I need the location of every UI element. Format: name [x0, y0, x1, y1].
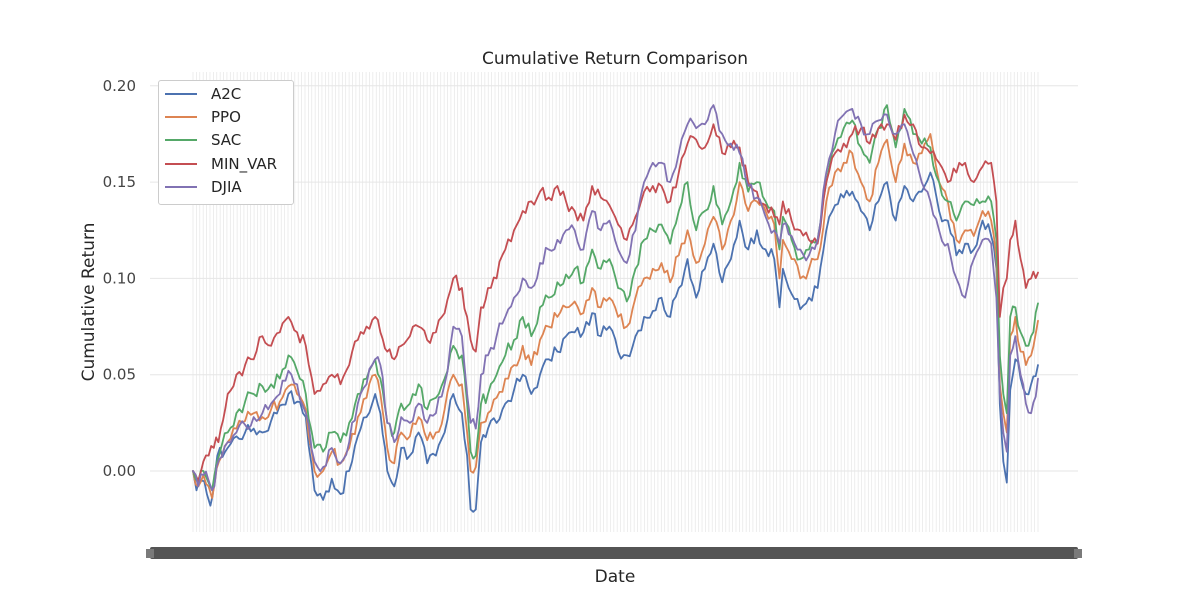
legend-swatch-min-var	[165, 163, 197, 165]
chart-title: Cumulative Return Comparison	[482, 49, 748, 69]
legend-item-djia: DJIA	[165, 176, 242, 198]
legend-swatch-sac	[165, 139, 197, 141]
y-tick-labels: 0.00 0.05 0.10 0.15 0.20	[103, 77, 136, 480]
legend-swatch-ppo	[165, 116, 197, 118]
x-tick-label-band	[146, 547, 1082, 559]
legend-swatch-djia	[165, 186, 197, 188]
y-tick-label: 0.20	[103, 77, 136, 95]
y-tick-label: 0.05	[103, 366, 136, 384]
x-axis-label: Date	[595, 567, 636, 587]
series-line-a2c	[192, 171, 1039, 513]
x-tick-label-edge-left	[146, 549, 154, 558]
legend-label-ppo: PPO	[211, 108, 241, 126]
legend-item-a2c: A2C	[165, 83, 241, 105]
x-grid	[192, 72, 1039, 532]
y-tick-label: 0.15	[103, 173, 136, 191]
series-line-djia	[192, 104, 1039, 492]
legend-swatch-a2c	[165, 93, 197, 95]
y-axis-label: Cumulative Return	[79, 223, 99, 382]
series-line-sac	[192, 104, 1039, 492]
series-line-min-var	[192, 113, 1039, 482]
legend-item-ppo: PPO	[165, 106, 241, 128]
legend-item-min-var: MIN_VAR	[165, 153, 277, 175]
x-tick-label-edge-right	[1074, 549, 1082, 558]
y-grid	[150, 85, 1078, 472]
y-tick-label: 0.00	[103, 462, 136, 480]
series-layer	[192, 104, 1039, 513]
legend-label-djia: DJIA	[211, 178, 242, 196]
y-tick-label: 0.10	[103, 269, 136, 287]
legend-item-sac: SAC	[165, 129, 241, 151]
legend-label-sac: SAC	[211, 131, 242, 149]
x-tick-labels-overlapped	[150, 547, 1078, 559]
legend: A2C PPO SAC MIN_VAR DJIA	[158, 80, 294, 205]
legend-label-min-var: MIN_VAR	[211, 155, 278, 173]
legend-label-a2c: A2C	[211, 85, 242, 103]
